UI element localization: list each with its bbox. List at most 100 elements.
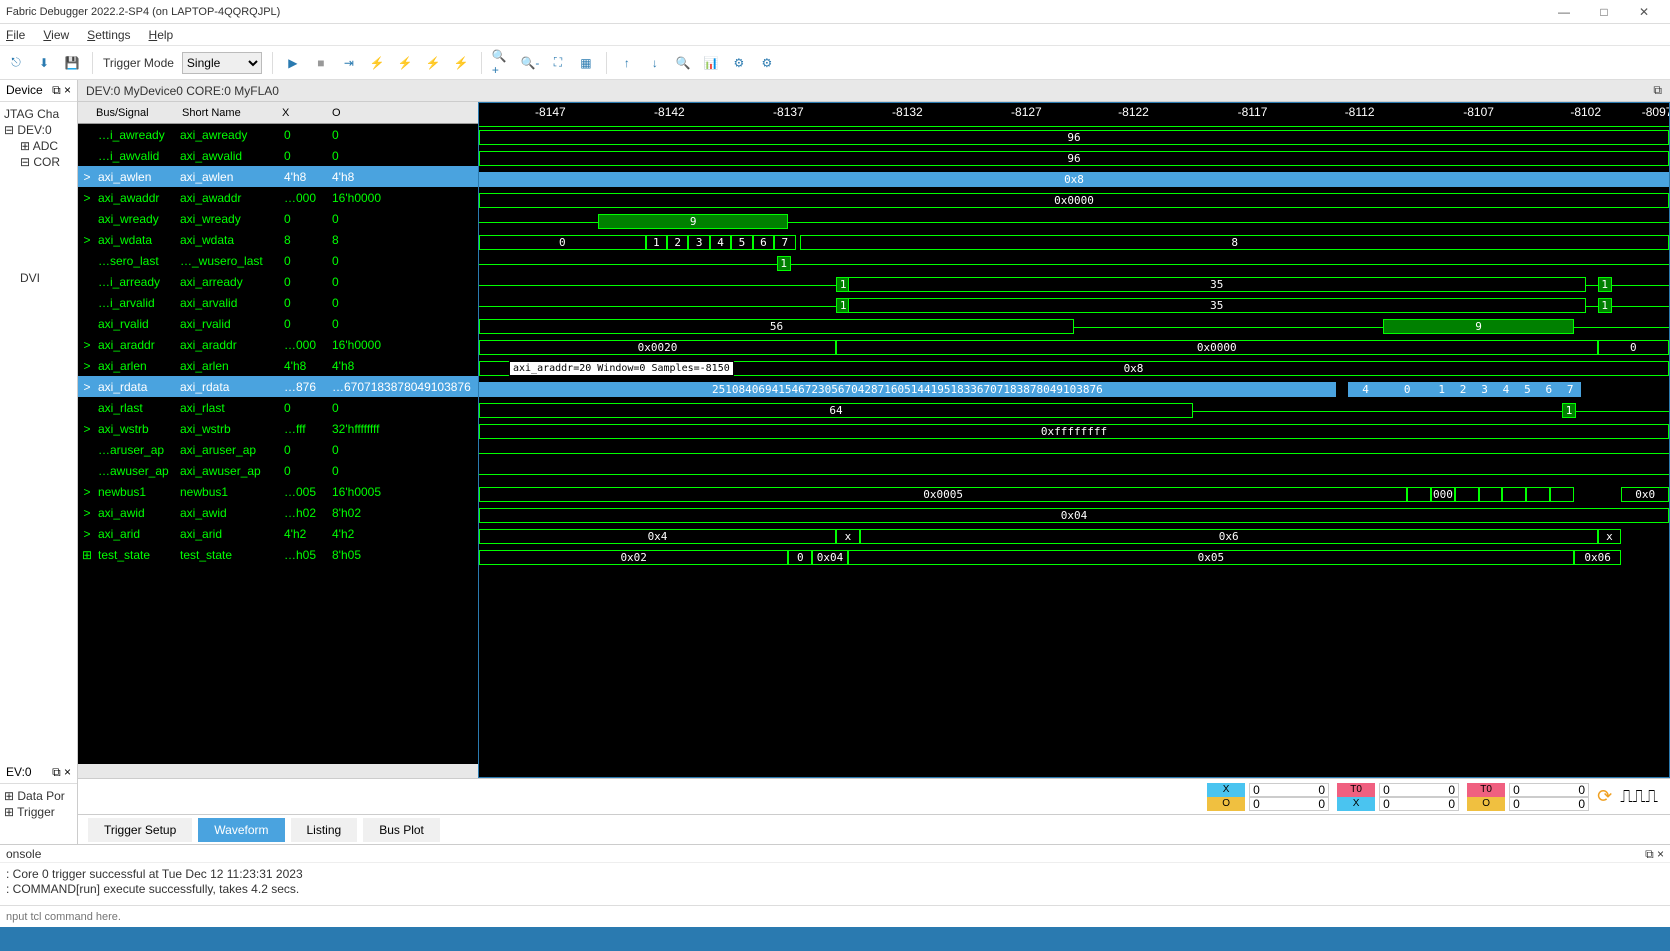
expand-icon[interactable]: > (78, 191, 96, 205)
trig-d-icon[interactable]: ⚡ (451, 53, 471, 73)
signal-row[interactable]: …awuser_apaxi_awuser_ap00 (78, 460, 478, 481)
expand-icon[interactable]: > (78, 338, 96, 352)
wave-row[interactable]: 0x8 (479, 169, 1669, 190)
tab-listing[interactable]: Listing (291, 818, 358, 842)
run-icon[interactable]: ▶ (283, 53, 303, 73)
signal-row[interactable]: …aruser_apaxi_aruser_ap00 (78, 439, 478, 460)
wave-row[interactable]: 569 (479, 316, 1669, 337)
expand-icon[interactable]: > (78, 527, 96, 541)
wave-row[interactable]: 0x04 (479, 505, 1669, 526)
tree-dvi[interactable]: DVI (2, 270, 75, 286)
wave-row[interactable] (479, 442, 1669, 463)
wave-row[interactable]: 012345678 (479, 232, 1669, 253)
wave-row[interactable]: 0xffffffff (479, 421, 1669, 442)
download-icon[interactable]: ⬇ (34, 53, 54, 73)
cursor-x[interactable]: X O 00 00 (1207, 783, 1329, 811)
tree-trigger[interactable]: ⊞ Trigger (2, 804, 75, 820)
wave-rows[interactable]: 96960x80x000090123456781135113515690x002… (479, 127, 1669, 568)
signal-row[interactable]: axi_rlastaxi_rlast00 (78, 397, 478, 418)
signal-row[interactable]: …i_awreadyaxi_awready00 (78, 124, 478, 145)
signal-row[interactable]: >axi_wstrbaxi_wstrb…fff32'hffffffff (78, 418, 478, 439)
signal-row[interactable]: >axi_wdataaxi_wdata88 (78, 229, 478, 250)
trig-c-icon[interactable]: ⚡ (423, 53, 443, 73)
expand-icon[interactable]: ⊞ (78, 548, 96, 562)
console-input[interactable] (0, 906, 1670, 927)
wave-row[interactable]: 0x0200x040x050x06 (479, 547, 1669, 568)
expand-icon[interactable]: > (78, 170, 96, 184)
wave-row[interactable]: 1 (479, 253, 1669, 274)
wave-panel[interactable]: -8147-8142-8137-8132-8127-8122-8117-8112… (478, 102, 1670, 778)
tab-trigger-setup[interactable]: Trigger Setup (88, 818, 192, 842)
ev0-header[interactable]: EV:0 ⧉ × (0, 762, 77, 784)
cycle-icon[interactable]: ⟳ (1597, 786, 1612, 807)
tab-waveform[interactable]: Waveform (198, 818, 284, 842)
zoom-in-icon[interactable]: 🔍+ (492, 53, 512, 73)
menu-settings[interactable]: Settings (87, 28, 130, 42)
signal-row[interactable]: axi_rvalidaxi_rvalid00 (78, 313, 478, 334)
wave-row[interactable]: 0x00200x00000 (479, 337, 1669, 358)
signal-row[interactable]: …i_awvalidaxi_awvalid00 (78, 145, 478, 166)
trigger-mode-select[interactable]: Single (182, 52, 262, 74)
signal-row[interactable]: >axi_awlenaxi_awlen4'h84'h8 (78, 166, 478, 187)
signal-row[interactable]: …sero_last…_wusero_last00 (78, 250, 478, 271)
tree-adc[interactable]: ⊞ ADC (2, 138, 75, 154)
undock-icon[interactable]: ⧉ × (52, 83, 71, 98)
expand-icon[interactable]: > (78, 506, 96, 520)
signal-row[interactable]: >axi_arlenaxi_arlen4'h84'h8 (78, 355, 478, 376)
wave-row[interactable]: 0x00050000x0 (479, 484, 1669, 505)
chart-icon[interactable]: 📊 (701, 53, 721, 73)
tree-data-port[interactable]: ⊞ Data Por (2, 788, 75, 804)
expand-icon[interactable]: > (78, 233, 96, 247)
wave-row[interactable]: 0x4x0x6x (479, 526, 1669, 547)
wave-row[interactable]: 1351 (479, 295, 1669, 316)
ev0-tree[interactable]: ⊞ Data Por ⊞ Trigger (0, 784, 77, 844)
find-icon[interactable]: 🔍 (673, 53, 693, 73)
up-icon[interactable]: ↑ (617, 53, 637, 73)
connect-icon[interactable]: ⎋ (6, 53, 26, 73)
wave-row[interactable]: 96 (479, 127, 1669, 148)
signal-scrollbar[interactable] (78, 764, 478, 778)
signal-row[interactable]: axi_wreadyaxi_wready00 (78, 208, 478, 229)
signal-row[interactable]: …i_arvalidaxi_arvalid00 (78, 292, 478, 313)
signal-row[interactable]: ⊞test_statetest_state…h058'h05 (78, 544, 478, 565)
cursor-t0-a[interactable]: T0 X 00 00 (1337, 783, 1459, 811)
save-icon[interactable]: 💾 (62, 53, 82, 73)
maximize-icon[interactable]: □ (1584, 5, 1624, 19)
wave-row[interactable]: 0x0000 (479, 190, 1669, 211)
zoom-out-icon[interactable]: 🔍- (520, 53, 540, 73)
expand-icon[interactable]: > (78, 359, 96, 373)
signal-row[interactable]: …i_arreadyaxi_arready00 (78, 271, 478, 292)
time-ruler[interactable]: -8147-8142-8137-8132-8127-8122-8117-8112… (479, 103, 1669, 127)
expand-icon[interactable]: > (78, 380, 96, 394)
wave-row[interactable]: 1351 (479, 274, 1669, 295)
step-icon[interactable]: ⇥ (339, 53, 359, 73)
signal-row[interactable]: >axi_awaddraxi_awaddr…00016'h0000 (78, 187, 478, 208)
zoom-fit-icon[interactable]: ⛶ (548, 53, 568, 73)
menu-view[interactable]: View (43, 28, 69, 42)
stop-icon[interactable]: ■ (311, 53, 331, 73)
wave-row[interactable]: 641 (479, 400, 1669, 421)
menu-help[interactable]: Help (149, 28, 174, 42)
trig-a-icon[interactable]: ⚡ (367, 53, 387, 73)
tree-jtag[interactable]: JTAG Cha (2, 106, 75, 122)
wave-row[interactable]: 9 (479, 211, 1669, 232)
wave-view-icon[interactable]: ⎍⎍⎍ (1620, 786, 1658, 807)
menu-file[interactable]: File (6, 28, 25, 42)
tree-cor[interactable]: ⊟ COR (2, 154, 75, 170)
close-icon[interactable]: ✕ (1624, 5, 1664, 19)
undock-icon[interactable]: ⧉ (1653, 83, 1662, 98)
settings-icon[interactable]: ⚙ (757, 53, 777, 73)
device-tab-header[interactable]: Device ⧉ × (0, 80, 77, 102)
undock-icon[interactable]: ⧉ × (52, 765, 71, 780)
expand-icon[interactable]: > (78, 422, 96, 436)
minimize-icon[interactable]: — (1544, 5, 1584, 19)
adjust-icon[interactable]: ⚙ (729, 53, 749, 73)
down-icon[interactable]: ↓ (645, 53, 665, 73)
device-tree[interactable]: JTAG Cha ⊟ DEV:0 ⊞ ADC ⊟ COR DVI (0, 102, 77, 762)
tree-dev0[interactable]: ⊟ DEV:0 (2, 122, 75, 138)
signal-row[interactable]: >axi_awidaxi_awid…h028'h02 (78, 502, 478, 523)
signal-rows[interactable]: …i_awreadyaxi_awready00 …i_awvalidaxi_aw… (78, 124, 478, 764)
signal-row[interactable]: >axi_aridaxi_arid4'h24'h2 (78, 523, 478, 544)
signal-row[interactable]: >axi_araddraxi_araddr…00016'h0000 (78, 334, 478, 355)
wave-row[interactable]: 96 (479, 148, 1669, 169)
